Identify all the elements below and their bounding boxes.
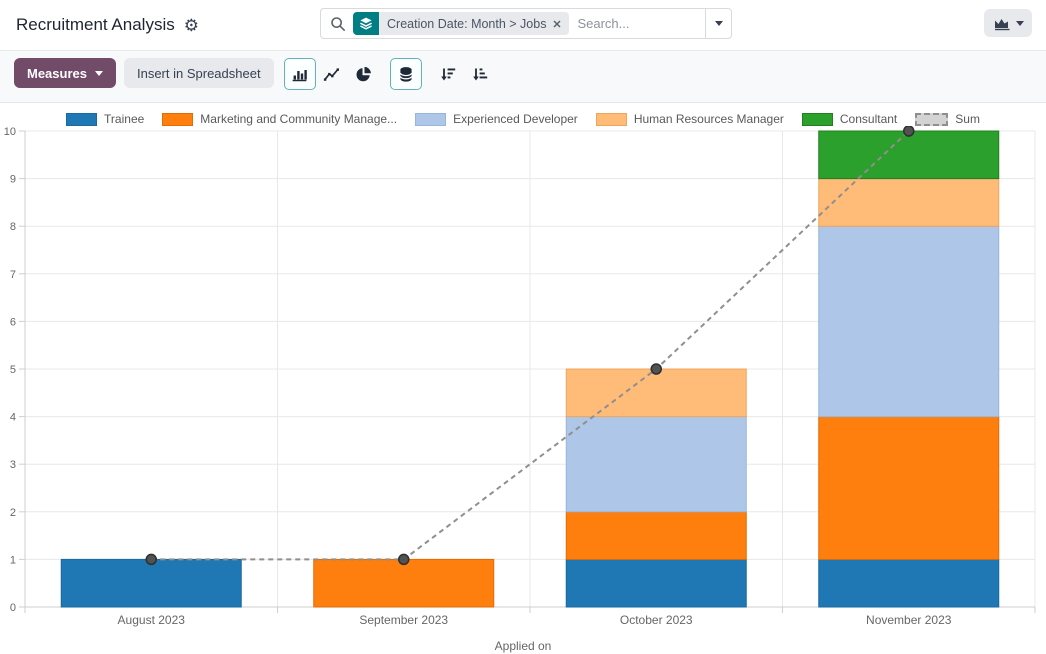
y-tick-label: 10 (4, 126, 16, 138)
bar-segment[interactable] (313, 558, 495, 608)
chart: 0 1 2 3 4 5 6 7 8 9 10 August 2023 September 2023 Oct… (4, 125, 1036, 627)
y-tick-label: 2 (10, 507, 16, 519)
legend-item[interactable]: Sum (915, 112, 980, 126)
view-switcher-button[interactable] (984, 9, 1032, 37)
page-title: Recruitment Analysis (16, 15, 175, 34)
legend-item[interactable]: Marketing and Community Manage... (162, 112, 397, 126)
legend-label: Marketing and Community Manage... (200, 112, 398, 126)
search-dropdown-toggle[interactable] (705, 9, 731, 38)
stacked-toggle-button[interactable] (389, 58, 422, 90)
y-tick-label: 7 (10, 269, 16, 281)
bar-segment[interactable] (818, 558, 1000, 608)
y-tick-label: 0 (10, 602, 16, 614)
x-axis-title: Applied on (494, 639, 552, 653)
legend-label: Consultant (839, 112, 898, 126)
bar-segment[interactable] (60, 558, 242, 608)
sum-line (151, 130, 910, 561)
legend-item[interactable]: Trainee (66, 112, 144, 126)
legend-label: Trainee (104, 112, 145, 126)
x-tick-label[interactable]: November 2023 (866, 613, 952, 627)
bar-segment[interactable] (818, 225, 1000, 418)
facet-label: Creation Date: Month > Jobs (387, 16, 547, 31)
y-tick-label: 6 (10, 316, 16, 328)
search-input[interactable] (569, 16, 705, 31)
x-tick-label[interactable]: October 2023 (620, 613, 693, 627)
pie-chart-icon (356, 66, 371, 81)
line-chart-icon (323, 67, 340, 81)
legend-swatch (801, 112, 833, 126)
legend-label: Sum (955, 112, 980, 126)
sum-point[interactable] (903, 125, 915, 137)
chevron-down-icon (714, 21, 723, 26)
legend-swatch-dashed (915, 112, 949, 126)
layers-icon (353, 12, 379, 35)
settings-gear-icon[interactable]: ⚙ (183, 15, 199, 35)
y-tick-label: 4 (10, 412, 16, 424)
pie-chart-button[interactable] (348, 58, 380, 90)
legend-item[interactable]: Consultant (801, 112, 898, 126)
sort-ascending-button[interactable] (464, 58, 496, 90)
sum-point[interactable] (145, 553, 157, 566)
legend: Trainee Marketing and Community Manage...… (0, 103, 1046, 126)
y-tick-label: 3 (10, 459, 16, 471)
sort-amount-asc-icon (473, 68, 488, 80)
bar-segment[interactable] (565, 368, 747, 418)
legend-swatch (66, 112, 98, 126)
legend-swatch (162, 112, 194, 126)
y-tick-label: 5 (10, 364, 16, 376)
legend-label: Human Resources Manager (633, 112, 784, 126)
search-bar: Creation Date: Month > Jobs (320, 8, 732, 39)
bar-chart-icon (292, 69, 307, 81)
legend-item[interactable]: Experienced Developer (415, 112, 578, 126)
facet-remove-icon[interactable] (553, 19, 561, 28)
groupby-facet[interactable]: Creation Date: Month > Jobs (353, 12, 570, 35)
sort-amount-desc-icon (441, 68, 456, 80)
bar-chart-button[interactable] (283, 58, 316, 90)
database-icon (399, 66, 412, 82)
bar-segment[interactable] (565, 416, 747, 513)
legend-item[interactable]: Human Resources Manager (595, 112, 784, 126)
x-tick-label[interactable]: September 2023 (359, 613, 448, 627)
bar-segment[interactable] (818, 416, 1000, 560)
chevron-down-icon (94, 70, 103, 76)
bar-segment[interactable] (565, 558, 747, 608)
sort-descending-button[interactable] (432, 58, 464, 90)
bar-segment[interactable] (565, 511, 747, 560)
legend-swatch (415, 112, 447, 126)
legend-label: Experienced Developer (453, 112, 578, 126)
chevron-down-icon (1015, 20, 1024, 26)
top-header: Recruitment Analysis ⚙ Creation Date: Mo… (0, 0, 1046, 51)
bar-segment[interactable] (818, 130, 1000, 180)
area-chart-icon (994, 18, 1009, 30)
search-icon (330, 16, 346, 32)
x-tick-label[interactable]: August 2023 (118, 613, 186, 627)
control-bar: Measures Insert in Spreadsheet (0, 51, 1046, 103)
insert-in-spreadsheet-button[interactable]: Insert in Spreadsheet (123, 58, 274, 88)
graph-view: Trainee Marketing and Community Manage...… (0, 103, 1046, 653)
y-tick-label: 1 (10, 554, 16, 566)
line-chart-button[interactable] (316, 58, 348, 90)
y-tick-label: 8 (10, 221, 16, 233)
legend-swatch (595, 112, 627, 126)
measures-button[interactable]: Measures (14, 58, 116, 88)
bar-segment[interactable] (818, 178, 1000, 227)
y-tick-label: 9 (10, 174, 16, 186)
sum-point[interactable] (398, 553, 410, 566)
sum-point[interactable] (650, 363, 662, 375)
